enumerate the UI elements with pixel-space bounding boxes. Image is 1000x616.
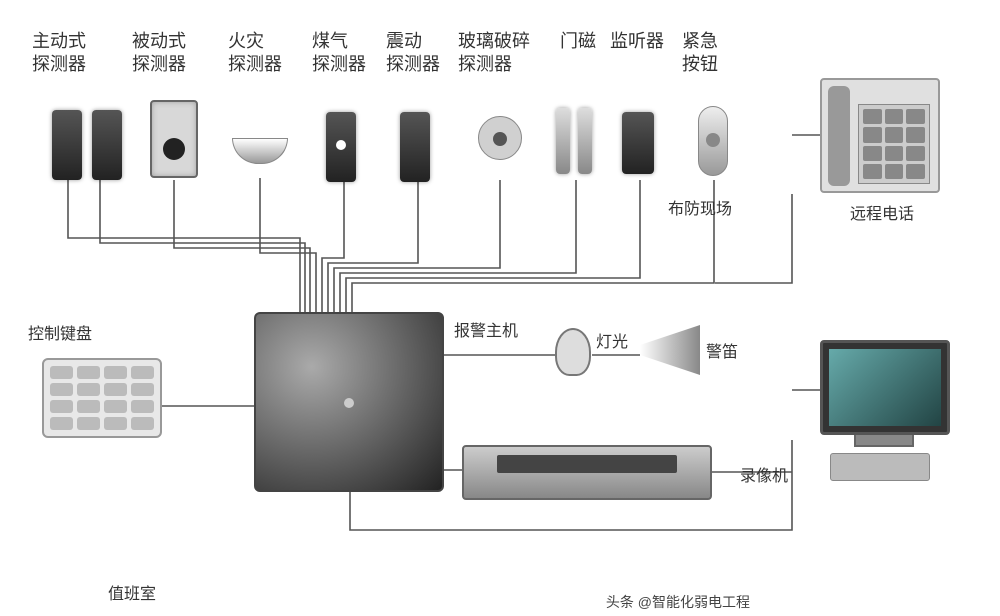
vibration-detector-icon — [400, 112, 430, 182]
label-glass-break: 玻璃破碎 探测器 — [458, 30, 530, 77]
label-remote-phone: 远程电话 — [850, 200, 914, 224]
computer-icon — [820, 340, 950, 481]
label-fire-detector: 火灾 探测器 — [228, 30, 282, 77]
listener-icon — [622, 112, 654, 174]
gas-detector-icon — [326, 112, 356, 182]
emergency-button-icon — [698, 106, 728, 176]
remote-phone-icon — [820, 78, 940, 193]
label-passive-detector: 被动式 探测器 — [132, 30, 186, 77]
light-icon — [555, 328, 591, 376]
label-emergency-button: 紧急 按钮 — [682, 30, 718, 77]
recorder-icon — [462, 445, 712, 500]
label-siren: 警笛 — [706, 338, 738, 362]
label-vibration-detector: 震动 探测器 — [386, 30, 440, 77]
siren-icon — [640, 325, 700, 375]
label-control-keypad: 控制键盘 — [28, 320, 92, 344]
label-active-detector: 主动式 探测器 — [32, 30, 86, 77]
glass-break-icon — [478, 116, 522, 160]
label-light: 灯光 — [596, 328, 628, 352]
label-gas-detector: 煤气 探测器 — [312, 30, 366, 77]
label-arming-site: 布防现场 — [668, 195, 732, 219]
alarm-host-icon — [254, 312, 444, 492]
label-recorder: 录像机 — [740, 462, 788, 486]
label-listener: 监听器 — [610, 30, 664, 53]
watermark-text: 头条 @智能化弱电工程 — [606, 592, 750, 612]
active-detector-icon — [52, 110, 122, 185]
label-door-magnet: 门磁 — [560, 30, 596, 53]
fire-detector-icon — [232, 138, 288, 164]
label-duty-room: 值班室 — [108, 580, 156, 604]
passive-detector-icon — [150, 100, 198, 178]
control-keypad-icon — [42, 358, 162, 438]
door-magnet-icon — [556, 108, 592, 179]
label-alarm-host: 报警主机 — [454, 317, 518, 341]
